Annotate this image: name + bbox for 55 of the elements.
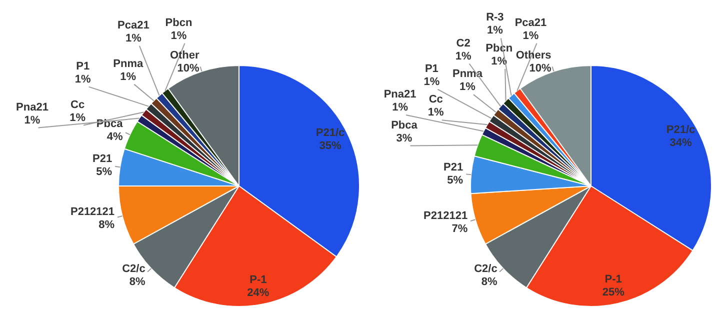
data-label: 1% bbox=[392, 102, 408, 114]
data-label: 1% bbox=[74, 73, 91, 86]
slice-label: P21/c bbox=[316, 127, 345, 140]
slice-label: P21 bbox=[443, 161, 464, 174]
data-label: 8% bbox=[129, 276, 146, 288]
slice-label: P212121 bbox=[424, 210, 468, 222]
slice-label: C2 bbox=[456, 37, 470, 50]
data-label: 1% bbox=[170, 30, 187, 42]
data-label: 35% bbox=[319, 140, 342, 152]
data-label: 1% bbox=[460, 81, 476, 94]
data-label: 10% bbox=[177, 62, 200, 74]
slice-label: Pna21 bbox=[384, 88, 416, 101]
data-label: 1% bbox=[125, 32, 142, 44]
slice-label: Others bbox=[516, 49, 552, 62]
slice-label: Pca21 bbox=[118, 19, 150, 32]
data-label: 1% bbox=[522, 30, 539, 42]
data-label: 7% bbox=[452, 222, 468, 235]
data-label: 24% bbox=[247, 287, 270, 300]
slice-label: P212121 bbox=[70, 206, 115, 218]
slice-label: Pnma bbox=[113, 58, 144, 70]
slice-label: C2/c bbox=[474, 262, 498, 275]
slice-label: R-3 bbox=[486, 12, 504, 24]
slice-label: Pbcn bbox=[165, 16, 192, 29]
slice-label: Cc bbox=[70, 98, 85, 111]
data-label: 1% bbox=[70, 112, 86, 124]
data-label: 1% bbox=[424, 76, 440, 88]
data-label: 1% bbox=[486, 24, 504, 37]
slice-label: P-1 bbox=[250, 274, 267, 286]
slice-label: P21/c bbox=[666, 124, 696, 136]
data-label: 8% bbox=[481, 276, 498, 288]
slice-label: Pnma bbox=[452, 68, 484, 80]
data-label: 1% bbox=[428, 106, 444, 119]
data-label: 34% bbox=[670, 137, 692, 150]
data-label: 3% bbox=[396, 132, 412, 144]
slice-label: Pbca bbox=[391, 119, 418, 132]
data-label: 5% bbox=[447, 174, 464, 186]
slice-label: C2/c bbox=[122, 262, 146, 275]
slice-label: Pbcn bbox=[486, 42, 513, 54]
slice-label: P1 bbox=[424, 62, 438, 75]
data-label: 1% bbox=[120, 70, 136, 83]
data-label: 4% bbox=[106, 130, 123, 143]
data-label: 5% bbox=[96, 166, 112, 178]
data-label: 1% bbox=[24, 114, 40, 126]
slice-label: P-1 bbox=[604, 273, 622, 286]
slice-label: Pca21 bbox=[514, 16, 547, 29]
data-label: 10% bbox=[529, 62, 552, 74]
data-label: 25% bbox=[602, 286, 625, 298]
slice-label: Other bbox=[170, 49, 200, 62]
data-label: 8% bbox=[98, 218, 115, 231]
slice-label: Pna21 bbox=[16, 101, 48, 114]
data-label: 1% bbox=[455, 50, 472, 62]
slice-label: Cc bbox=[428, 94, 443, 106]
data-label: 1% bbox=[491, 55, 508, 68]
slice-label: P21 bbox=[92, 153, 112, 166]
slice-label: P1 bbox=[76, 60, 90, 72]
